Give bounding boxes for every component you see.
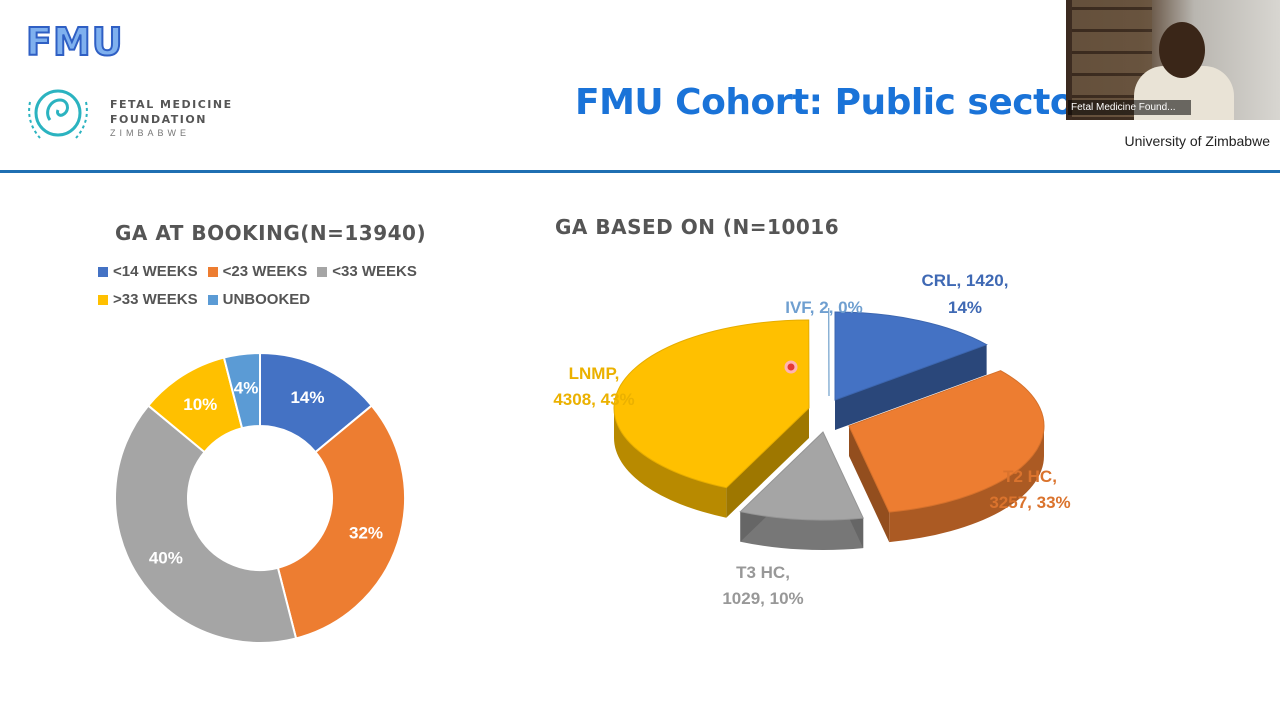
foundation-emblem-icon [28, 89, 88, 139]
donut-data-label: 14% [290, 388, 324, 407]
donut-data-label: 4% [234, 378, 259, 397]
legend-label: <23 WEEKS [222, 263, 308, 280]
pie-slice-side [740, 511, 864, 550]
participant-head [1159, 22, 1205, 78]
participant-name: Fetal Medicine Found... [1068, 100, 1191, 115]
legend-swatch [317, 266, 328, 277]
pie-slice-top [834, 311, 988, 401]
donut-data-label: 32% [349, 523, 383, 542]
pie-data-label: 14% [948, 298, 982, 317]
pie-data-label: 4308, 43% [553, 390, 634, 409]
pie-slice-cut [835, 344, 987, 430]
legend-label: <14 WEEKS [113, 263, 198, 280]
foundation-line3: ZIMBABWE [110, 128, 191, 138]
pie-data-label: IVF, 2, 0% [785, 298, 862, 317]
legend-label: UNBOOKED [222, 291, 311, 308]
foundation-name: FETAL MEDICINE FOUNDATION ZIMBABWE [110, 97, 233, 140]
donut-slice [114, 404, 298, 644]
pie-slice-cut [849, 426, 890, 543]
pie-chart-title: GA BASED ON (N=10016 [555, 215, 840, 239]
pie-slice-top [848, 370, 1045, 513]
pie-slice-top [613, 319, 810, 489]
laser-pointer-icon [784, 360, 798, 374]
slide-title: FMU Cohort: Public sector [575, 82, 1092, 123]
legend-item: <23 WEEKS [207, 263, 308, 280]
pie-data-label: 1029, 10% [722, 589, 803, 608]
foundation-line1: FETAL MEDICINE [110, 98, 233, 111]
pie-data-label: 3257, 33% [989, 493, 1070, 512]
legend-swatch [98, 294, 108, 305]
pie-data-label: T3 HC, [736, 563, 790, 582]
fmu-logo: FMU [25, 19, 124, 65]
pie-data-label: T2 HC, [1003, 467, 1057, 486]
pie-slice-side [614, 408, 727, 518]
donut-slice [276, 404, 406, 640]
legend-swatch [98, 266, 108, 277]
header-divider [0, 170, 1280, 173]
legend-item: UNBOOKED [207, 291, 311, 308]
legend-swatch [207, 294, 218, 305]
foundation-line2: FOUNDATION [110, 113, 207, 126]
donut-slice [222, 351, 261, 430]
pie-data-label: LNMP, [569, 364, 620, 383]
legend-item: >33 WEEKS [98, 291, 198, 308]
donut-data-label: 40% [149, 549, 183, 568]
video-caption: University of Zimbabwe [1124, 133, 1271, 149]
donut-data-label: 10% [183, 395, 217, 414]
legend-item: <14 WEEKS [98, 263, 198, 280]
donut-legend: <14 WEEKS <23 WEEKS <33 WEEKS >33 WEEKS UNBO… [98, 263, 438, 319]
legend-swatch [207, 266, 218, 277]
donut-chart-title: GA AT BOOKING(N=13940) [115, 221, 427, 245]
pie-slice-side [889, 426, 1045, 543]
legend-label: >33 WEEKS [113, 291, 198, 308]
legend-item: <33 WEEKS [317, 263, 417, 280]
pie-data-label: CRL, 1420, [922, 271, 1009, 290]
pie-slice-top [739, 431, 864, 521]
legend-label: <33 WEEKS [332, 263, 417, 280]
pie-slice-cut [726, 408, 809, 518]
